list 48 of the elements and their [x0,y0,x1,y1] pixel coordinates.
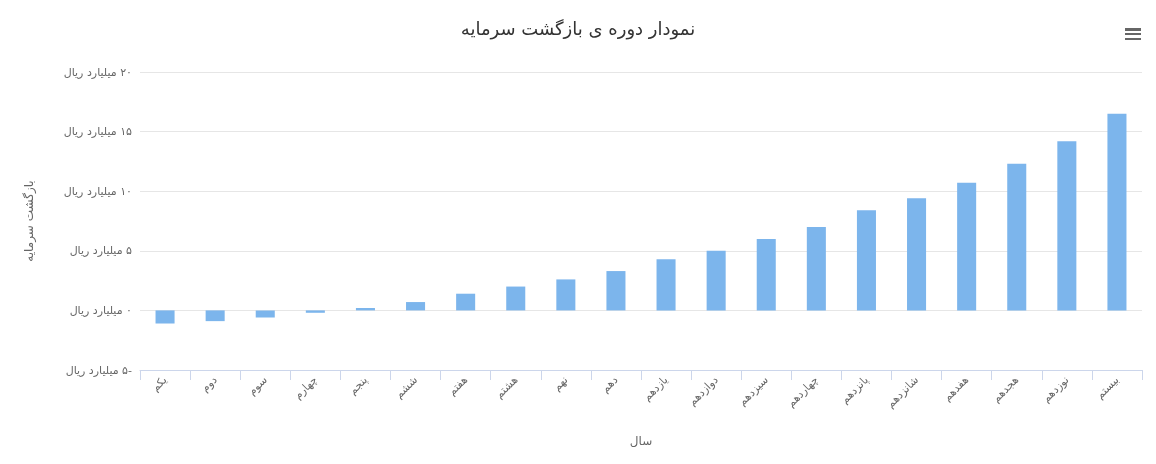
x-axis-title: سال [629,434,653,448]
bar [606,271,626,311]
bar [957,182,977,311]
bar [656,259,676,311]
x-tick-label: ششم [392,373,421,402]
y-tick-label: ۲۰ میلیارد ریال [63,65,132,79]
x-tick-label: هجدهم [989,373,1022,406]
bar [305,310,325,313]
x-tick-label: هشتم [492,373,521,402]
bar [456,293,476,311]
x-tick-label: سوم [245,373,270,398]
x-tick-label: هفدهم [940,373,972,404]
bar [907,198,927,311]
y-axis-title: بازگشت سرمایه [22,180,37,262]
bar [1107,113,1127,311]
y-tick-label: -۵ میلیارد ریال [65,363,133,377]
y-tick-label: ۵ میلیارد ریال [69,244,133,258]
x-tick-label: نوزدهم [1039,373,1072,406]
bar [1007,163,1027,311]
x-tick-label: چهارم [291,373,320,402]
x-tick-label: دوم [198,373,220,395]
bar [806,226,826,311]
x-tick-label: هفتم [445,373,471,399]
bar [856,210,876,311]
x-tick-label: سیزدهم [735,373,771,409]
x-tick-label: بیستم [1093,373,1122,402]
bar [506,286,526,311]
bar [406,302,426,311]
bar [556,279,576,311]
x-tick-label: پانزدهم [838,373,872,407]
y-tick-label: ۱۰ میلیارد ریال [63,184,132,198]
x-tick-label: دهم [598,373,621,396]
bar [255,310,275,318]
x-tick-label: پنجم [346,373,371,398]
bar [205,310,225,322]
y-tick-label: ۱۵ میلیارد ریال [63,125,133,139]
x-tick-label: یکم [148,373,170,395]
x-tick-label: شانزدهم [883,373,922,411]
bar [1057,141,1077,311]
x-tick-label: یازدهم [640,373,671,404]
x-tick-label: چهاردهم [784,373,821,410]
x-tick-label: دوازدهم [685,373,721,409]
y-tick-label: ۰ میلیارد ریال [69,303,132,317]
bar [706,250,726,311]
bar [155,310,175,324]
x-tick-label: نهم [550,373,571,394]
bar [756,238,776,311]
chart-title: نمودار دوره ی بازگشت سرمایه [460,17,696,40]
